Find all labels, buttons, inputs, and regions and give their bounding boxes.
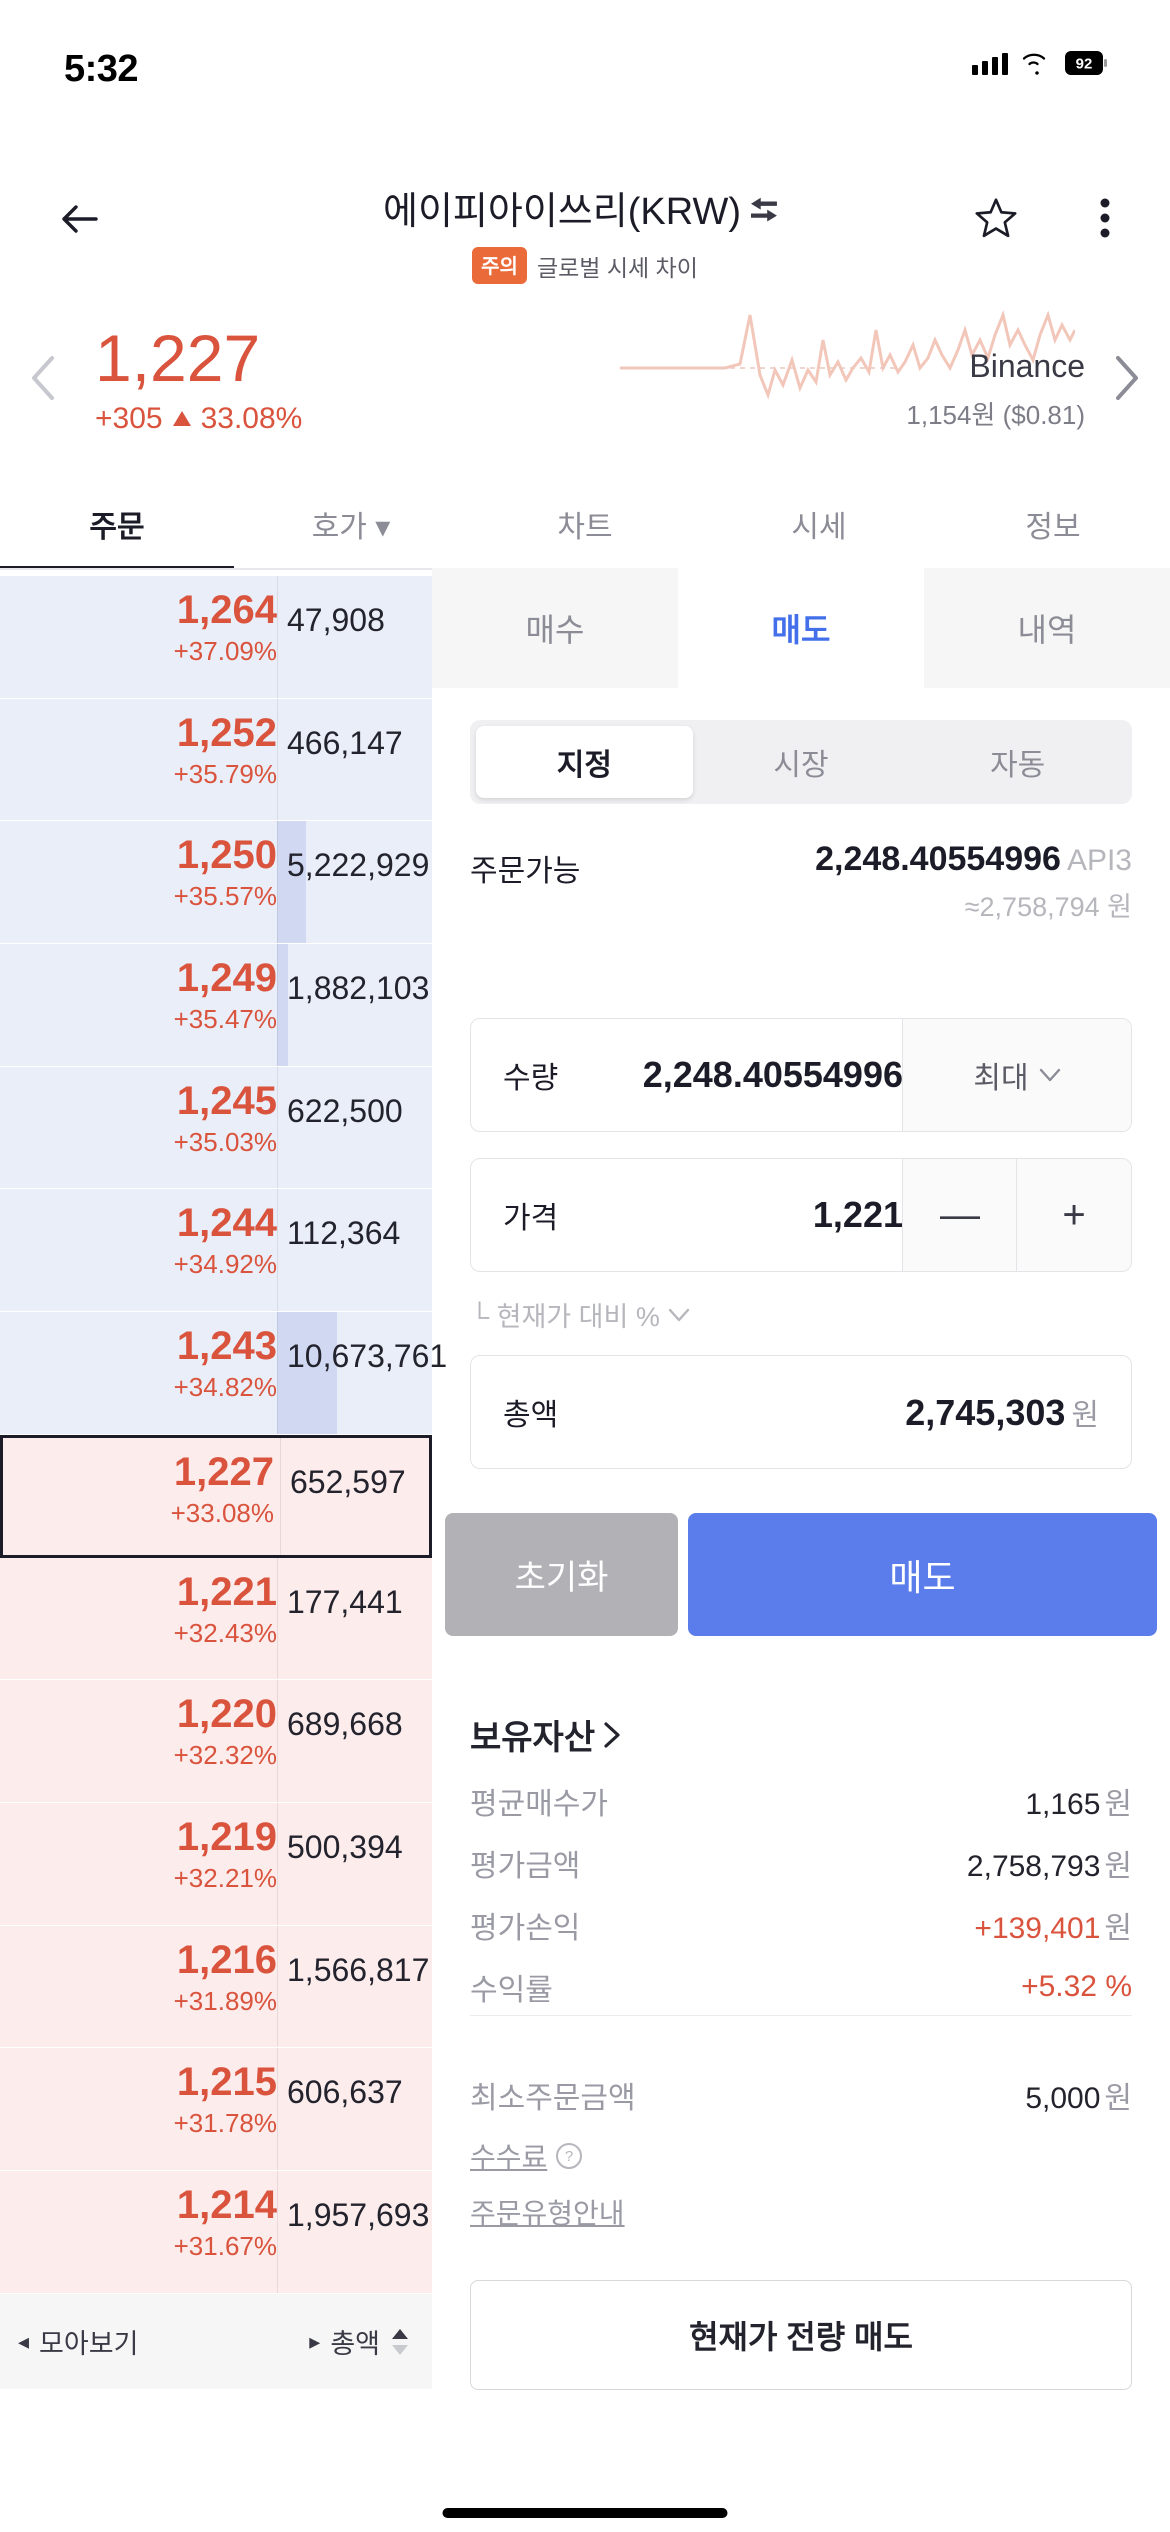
svg-text:?: ? [565, 2148, 573, 2165]
svg-text:92: 92 [1076, 56, 1093, 73]
